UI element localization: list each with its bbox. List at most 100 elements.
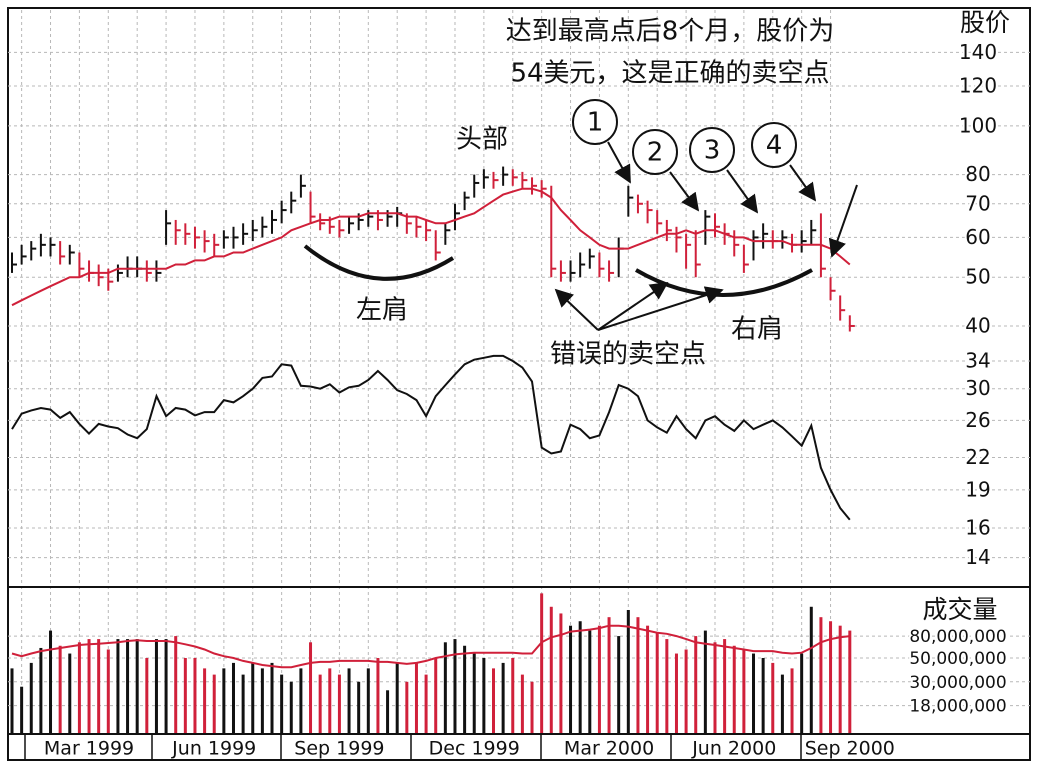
volume-bar	[193, 657, 197, 733]
volume-bar	[540, 593, 544, 733]
volume-bar	[655, 633, 659, 733]
volume-bar	[126, 639, 130, 733]
volume-bar	[376, 657, 380, 733]
volume-bar	[453, 639, 457, 733]
y-tick-label: 80,000,000	[909, 627, 1006, 647]
volume-bar	[530, 681, 534, 733]
volume-bar	[260, 668, 264, 733]
marker-number: 1	[587, 108, 604, 138]
volume-bar	[386, 690, 390, 733]
y-tick-label: 30	[965, 376, 990, 400]
annotation: 错误的卖空点	[550, 340, 706, 370]
volume-bar	[77, 642, 81, 733]
volume-bar	[20, 686, 24, 733]
volume-bar	[809, 606, 813, 733]
volume-bar	[39, 647, 43, 733]
volume-bar	[424, 674, 428, 733]
volume-moving-average	[11, 624, 850, 669]
annotation: 达到最高点后8个月，股价为	[506, 17, 835, 47]
annotation: 左肩	[356, 296, 408, 326]
volume-bar	[29, 662, 33, 733]
volume-bar	[800, 653, 804, 733]
volume-bar	[49, 630, 53, 733]
moving-average	[11, 187, 851, 307]
volume-bar	[626, 609, 630, 733]
volume-bar	[337, 674, 341, 733]
volume-bar	[829, 621, 833, 733]
volume-bar	[646, 625, 650, 733]
volume-bar	[251, 662, 255, 733]
y-tick-label: 140	[959, 40, 997, 64]
volume-bar	[771, 662, 775, 733]
volume-bar	[405, 681, 409, 733]
x-tick-label: Mar 1999	[44, 738, 134, 760]
volume-bar	[135, 639, 139, 733]
volume-bar	[492, 668, 495, 733]
volume-bar	[684, 649, 688, 733]
marker-number: 2	[647, 138, 664, 168]
volume-bar	[10, 668, 14, 733]
volume-bar	[665, 639, 669, 733]
y-tick-label: 18,000,000	[909, 697, 1006, 717]
volume-bar	[414, 662, 418, 733]
volume-label: 成交量	[922, 595, 997, 624]
volume-bar	[742, 649, 746, 733]
relative-strength-line	[11, 354, 851, 521]
volume-bar	[703, 630, 707, 733]
volume-bar	[116, 639, 120, 733]
volume-bar	[588, 630, 592, 733]
annotation: 54美元，这是正确的卖空点	[510, 59, 829, 89]
volume-bar	[482, 657, 486, 733]
y-tick-label: 16	[965, 515, 990, 539]
x-tick-label: Sep 1999	[294, 738, 384, 760]
volume-bar	[569, 625, 573, 733]
volume-bar	[357, 681, 361, 733]
volume-bar	[87, 639, 91, 733]
volume-bar	[97, 639, 101, 733]
marker-number: 3	[704, 136, 721, 166]
volume-bar	[780, 674, 784, 733]
volume-bar	[164, 639, 168, 733]
y-tick-label: 60	[965, 225, 990, 249]
volume-bar	[58, 645, 62, 733]
volume-bar	[597, 625, 601, 733]
volume-bar	[366, 668, 370, 733]
volume-bar	[434, 657, 438, 733]
volume-bar	[790, 668, 794, 733]
volume-bar	[241, 674, 245, 733]
y-tick-label: 70	[965, 191, 990, 215]
volume-bar	[559, 613, 563, 733]
y-tick-label: 19	[965, 477, 990, 501]
volume-bar	[713, 642, 717, 733]
x-tick-label: Sep 2000	[805, 738, 895, 760]
volume-bar	[838, 625, 842, 733]
volume-bar	[752, 653, 756, 733]
y-tick-label: 80	[965, 162, 990, 186]
volume-bar	[309, 642, 313, 733]
volume-bar	[520, 674, 524, 733]
volume-bar	[549, 606, 553, 733]
volume-bar	[395, 662, 399, 733]
volume-bar	[511, 657, 515, 733]
volume-bar	[723, 639, 727, 733]
marker-number: 4	[766, 131, 783, 161]
volume-bar	[501, 662, 505, 733]
month-separators	[24, 734, 802, 760]
volume-bar	[270, 662, 274, 733]
volume-bar	[463, 645, 467, 733]
volume-bar	[106, 649, 110, 733]
volume-bar	[617, 636, 621, 733]
volume-bar	[174, 636, 178, 733]
y-tick-label: 14	[965, 545, 990, 569]
annotation-shapes	[303, 99, 858, 331]
y-tick-label: 34	[965, 349, 990, 373]
volume-bar	[761, 657, 765, 733]
volume-bar	[443, 642, 447, 733]
x-tick-label: Jun 2000	[691, 738, 776, 760]
volume-bar	[819, 617, 823, 733]
y-tick-label: 50,000,000	[909, 649, 1006, 669]
volume-bar	[222, 668, 226, 733]
volume-bar	[607, 617, 611, 733]
volume-bar	[280, 674, 284, 733]
